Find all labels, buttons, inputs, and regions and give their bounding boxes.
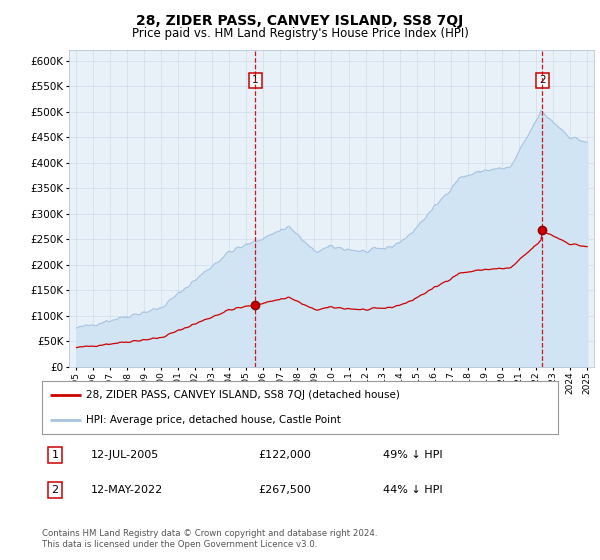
Text: £122,000: £122,000 bbox=[259, 450, 311, 460]
Text: Contains HM Land Registry data © Crown copyright and database right 2024.
This d: Contains HM Land Registry data © Crown c… bbox=[42, 529, 377, 549]
Text: 12-MAY-2022: 12-MAY-2022 bbox=[91, 485, 163, 494]
Text: £267,500: £267,500 bbox=[259, 485, 311, 494]
Text: 2: 2 bbox=[52, 485, 58, 494]
Text: Price paid vs. HM Land Registry's House Price Index (HPI): Price paid vs. HM Land Registry's House … bbox=[131, 27, 469, 40]
Text: 12-JUL-2005: 12-JUL-2005 bbox=[91, 450, 159, 460]
Text: 2: 2 bbox=[539, 76, 545, 86]
Text: HPI: Average price, detached house, Castle Point: HPI: Average price, detached house, Cast… bbox=[86, 414, 341, 424]
Text: 1: 1 bbox=[52, 450, 58, 460]
Text: 49% ↓ HPI: 49% ↓ HPI bbox=[383, 450, 442, 460]
Text: 44% ↓ HPI: 44% ↓ HPI bbox=[383, 485, 442, 494]
Text: 28, ZIDER PASS, CANVEY ISLAND, SS8 7QJ (detached house): 28, ZIDER PASS, CANVEY ISLAND, SS8 7QJ (… bbox=[86, 390, 400, 400]
Text: 28, ZIDER PASS, CANVEY ISLAND, SS8 7QJ: 28, ZIDER PASS, CANVEY ISLAND, SS8 7QJ bbox=[136, 14, 464, 28]
Text: 1: 1 bbox=[252, 76, 259, 86]
